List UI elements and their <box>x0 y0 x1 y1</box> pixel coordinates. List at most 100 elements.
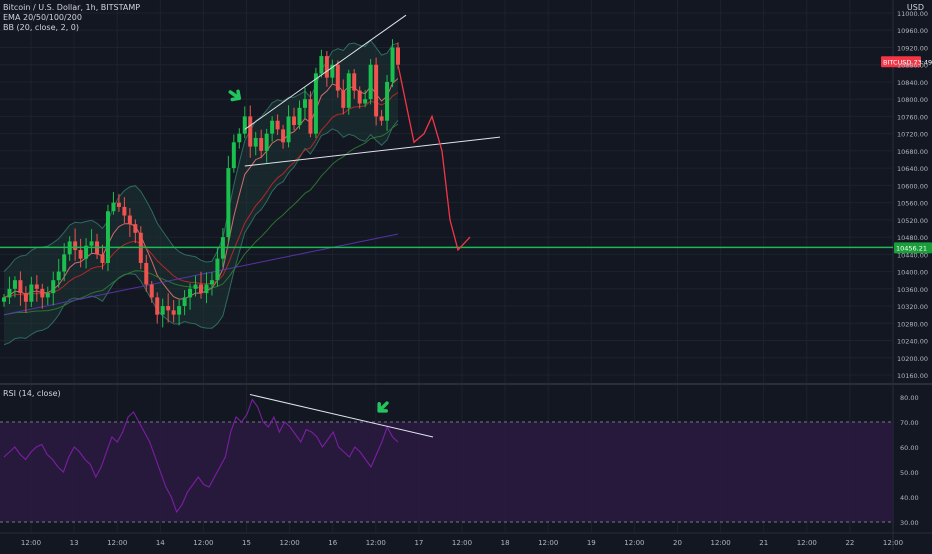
candle-body <box>100 254 105 263</box>
candle-body <box>215 258 220 281</box>
candle-body <box>56 271 61 281</box>
candle-body <box>335 64 340 91</box>
candle-body <box>149 284 154 298</box>
candle-body <box>379 116 384 121</box>
candle-body <box>12 280 17 289</box>
candle-body <box>34 284 39 289</box>
rsi-tick-label: 60.00 <box>900 444 919 452</box>
candle-body <box>281 129 286 143</box>
time-tick-label: 19 <box>587 539 596 547</box>
time-tick-label: 12:00 <box>366 539 386 547</box>
candle-body <box>242 116 247 134</box>
price-tick-label: 10600.00 <box>897 182 928 190</box>
price-tick-label: 10720.00 <box>897 131 928 139</box>
time-tick-label: 13 <box>70 539 79 547</box>
time-tick-label: 12:00 <box>280 539 300 547</box>
level-badge <box>894 242 932 254</box>
price-tick-label: 10360.00 <box>897 286 928 294</box>
current-price-badge-text: BITCUSD 73:49 <box>883 58 932 66</box>
rsi-tick-label: 30.00 <box>900 519 919 527</box>
candle-body <box>122 206 127 216</box>
candle-body <box>363 99 368 104</box>
candle-body <box>40 288 45 298</box>
candle-body <box>155 297 160 315</box>
candle-body <box>275 120 280 130</box>
time-tick-label: 12:00 <box>452 539 472 547</box>
candle-body <box>226 168 231 238</box>
wedge-upper-line <box>244 14 407 130</box>
candle-body <box>7 288 12 298</box>
time-tick-label: 20 <box>673 539 682 547</box>
wedge-lower-line <box>244 136 501 167</box>
time-tick-label: 22 <box>845 539 854 547</box>
candle-body <box>127 215 132 225</box>
price-tick-label: 10840.00 <box>897 79 928 87</box>
time-tick-label: 12:00 <box>538 539 558 547</box>
time-tick-label: 12:00 <box>21 539 41 547</box>
candle-body <box>319 56 324 74</box>
arrow-shape <box>377 401 389 413</box>
candle-body <box>270 120 275 134</box>
time-tick-label: 18 <box>501 539 510 547</box>
bollinger-upper <box>3 39 399 272</box>
price-tick-label: 10680.00 <box>897 148 928 156</box>
candle-body <box>357 90 362 104</box>
candle-body <box>385 81 390 121</box>
candle-body <box>111 202 116 212</box>
candle-body <box>264 133 269 151</box>
bollinger-lower <box>3 120 399 346</box>
time-tick-label: 17 <box>414 539 423 547</box>
green-arrow-rsi <box>377 401 389 413</box>
price-tick-label: 10800.00 <box>897 96 928 104</box>
level-badge-text: 10456.21 <box>896 244 927 252</box>
candle-body <box>324 56 329 78</box>
candle-body <box>253 137 258 147</box>
candle-body <box>209 280 214 285</box>
rsi-trendline <box>249 394 434 438</box>
currency-label: USD <box>906 3 924 12</box>
candle-body <box>248 116 253 147</box>
price-tick-label: 10920.00 <box>897 44 928 52</box>
rsi-tick-label: 70.00 <box>900 419 919 427</box>
candle-body <box>29 284 34 302</box>
time-tick-label: 12:00 <box>711 539 731 547</box>
forecast-path <box>397 64 471 252</box>
candle-body <box>396 47 400 65</box>
price-tick-label: 10440.00 <box>897 251 928 259</box>
candle-body <box>352 73 357 91</box>
arrow-shape <box>228 89 242 102</box>
candle-body <box>171 310 176 315</box>
candle-body <box>199 284 203 294</box>
candle-body <box>286 116 291 143</box>
candle-body <box>84 245 89 259</box>
time-tick-label: 15 <box>242 539 251 547</box>
candle-body <box>330 64 335 78</box>
candle-body <box>23 293 28 302</box>
current-price-badge <box>881 56 921 68</box>
price-tick-label: 10280.00 <box>897 320 928 328</box>
candle-body <box>78 250 83 259</box>
price-tick-label: 10200.00 <box>897 355 928 363</box>
rsi-tick-label: 40.00 <box>900 494 919 502</box>
candle-body <box>144 262 149 285</box>
price-tick-label: 10480.00 <box>897 234 928 242</box>
candle-body <box>204 284 209 294</box>
candle-body <box>116 202 121 207</box>
candle-body <box>73 241 78 251</box>
candle-body <box>18 280 23 294</box>
time-tick-label: 12:00 <box>797 539 817 547</box>
chart-legend: Bitcoin / U.S. Dollar, 1h, BITSTAMP EMA … <box>3 3 140 33</box>
candle-body <box>302 99 307 108</box>
candle-body <box>341 90 346 108</box>
candle-body <box>177 306 182 315</box>
ema-legend: EMA 20/50/100/200 <box>3 13 82 22</box>
candle-body <box>166 306 171 311</box>
price-tick-label: 10240.00 <box>897 338 928 346</box>
candle-body <box>105 211 110 263</box>
price-tick-label: 11000.00 <box>897 10 928 18</box>
candle-body <box>346 73 351 108</box>
price-tick-label: 10640.00 <box>897 165 928 173</box>
time-tick-label: 14 <box>156 539 165 547</box>
